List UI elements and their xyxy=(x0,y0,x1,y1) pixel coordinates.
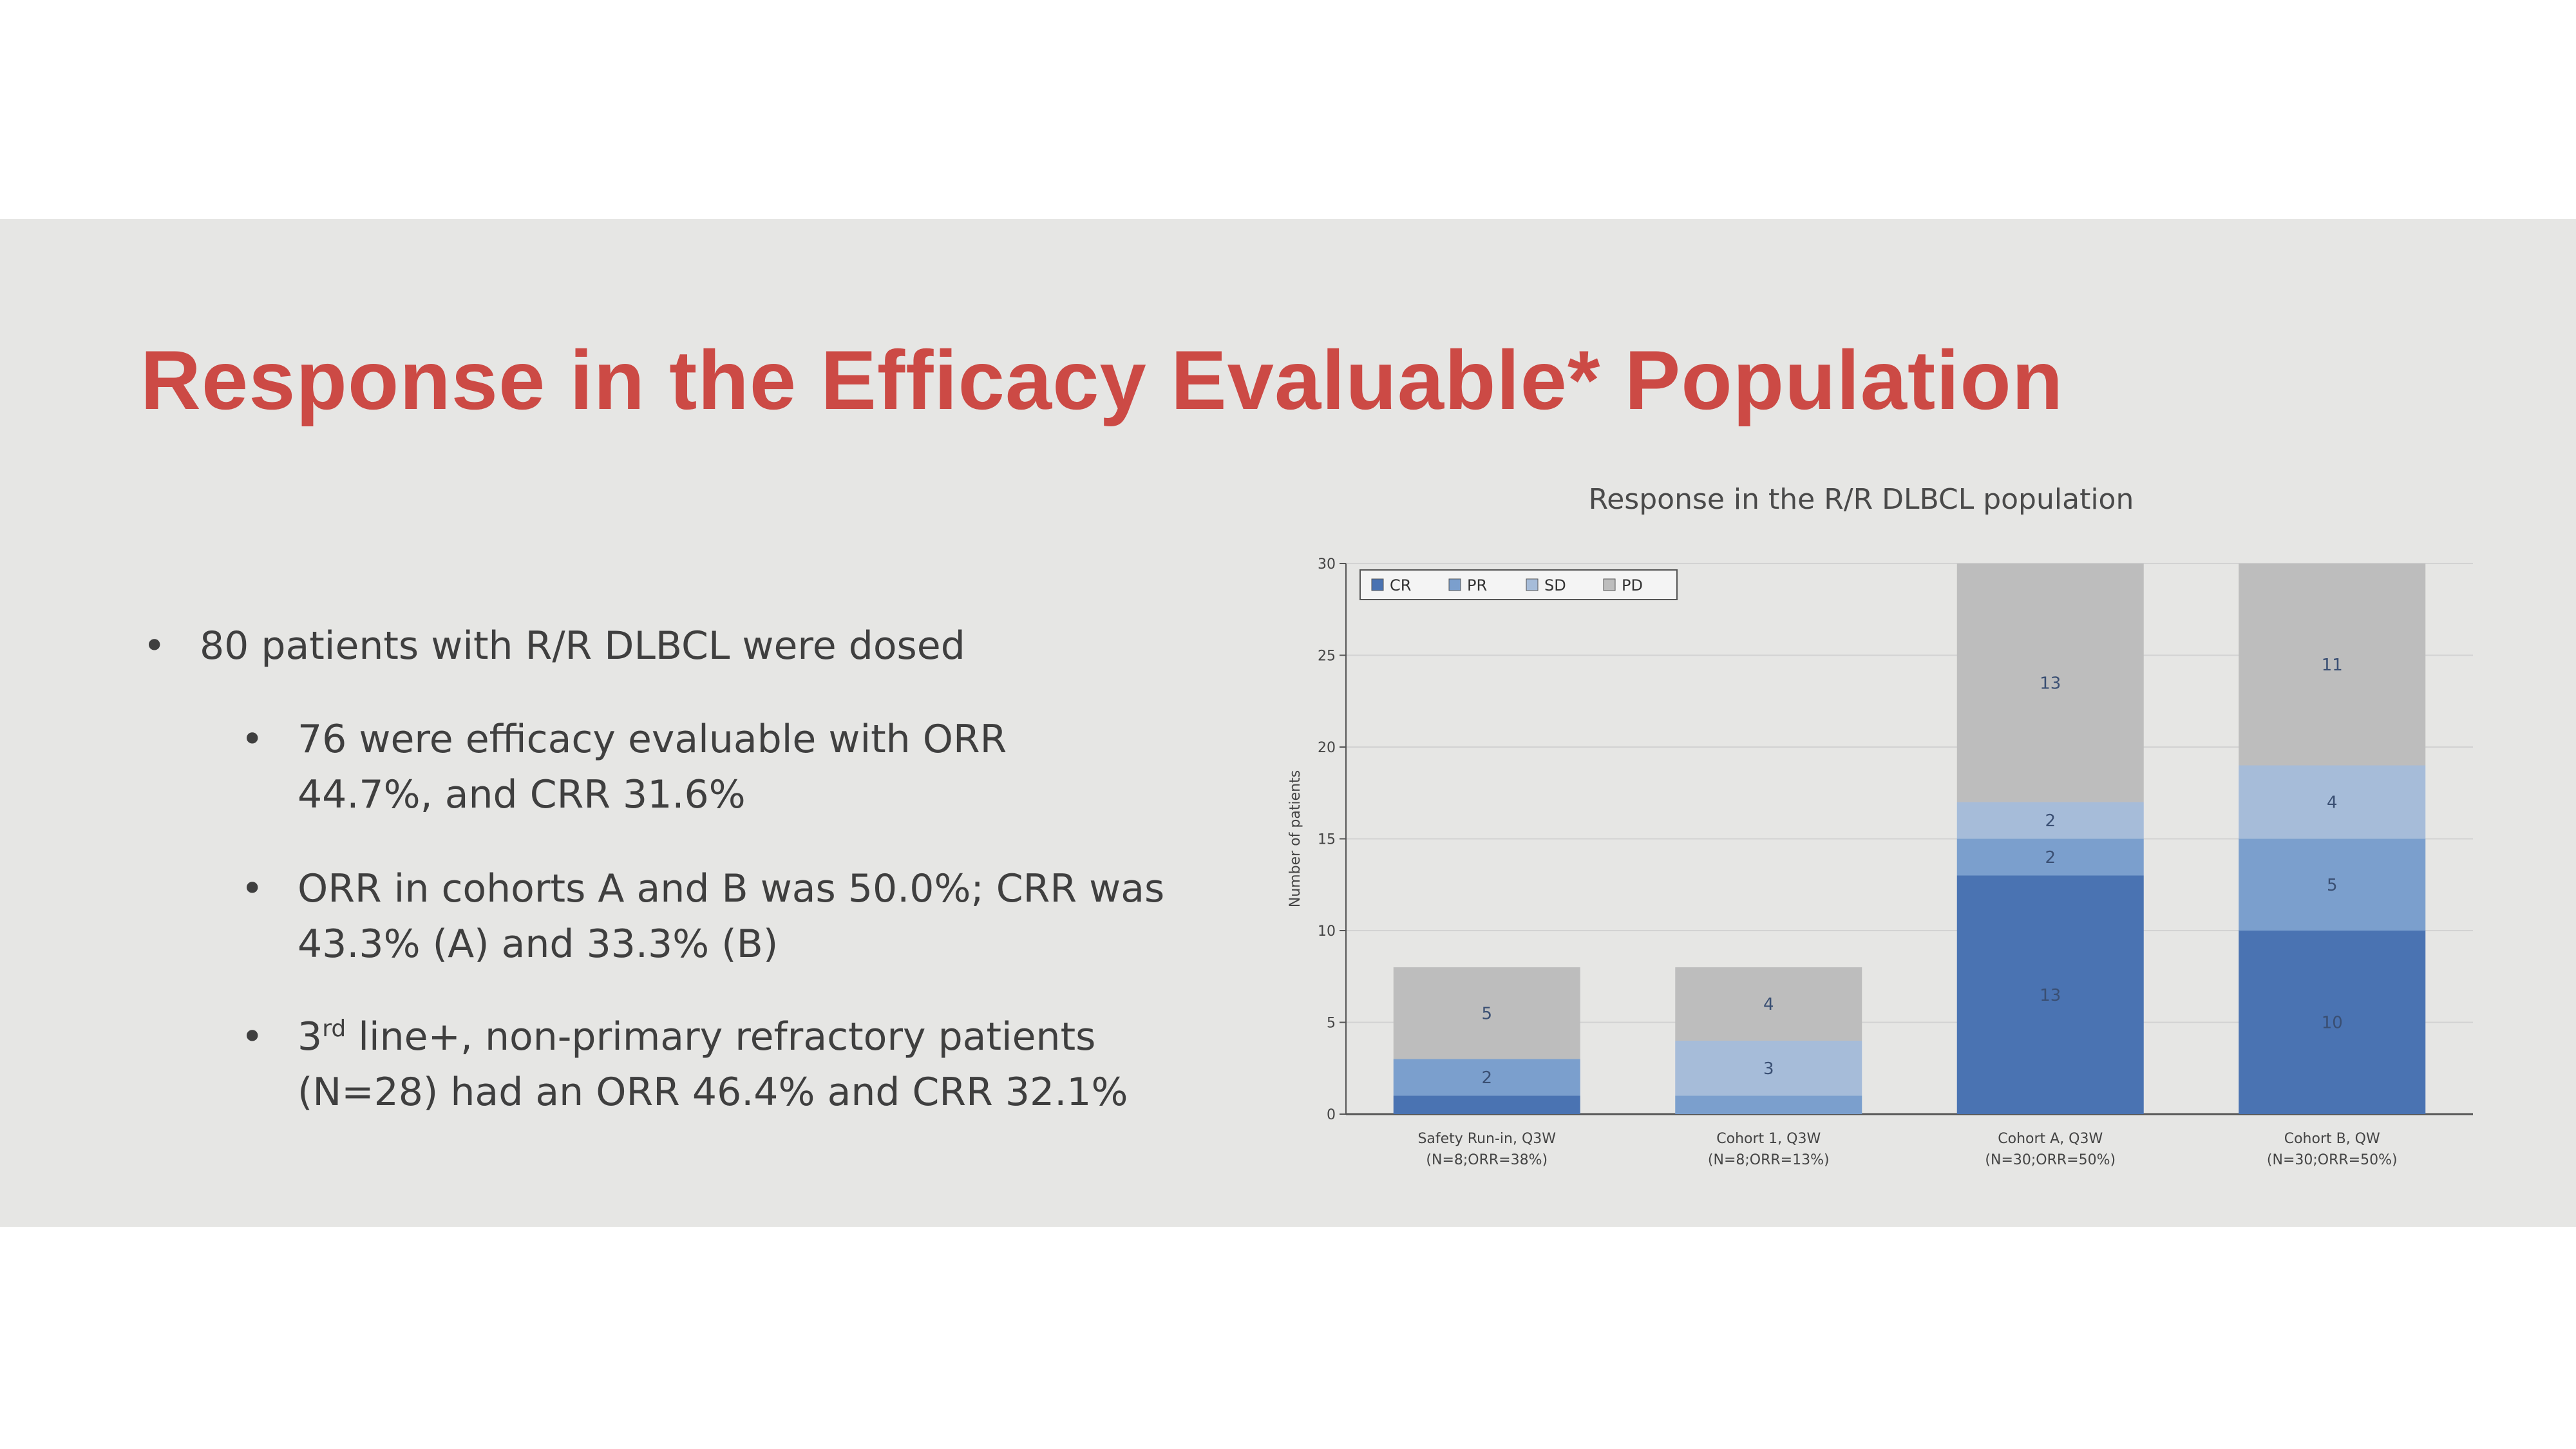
bar-pr-segment xyxy=(1393,1059,1580,1096)
data-label: 2 xyxy=(2045,848,2056,867)
legend-entry: PD xyxy=(1622,576,1643,594)
bar-sd-segment xyxy=(1956,802,2144,839)
x-tick-sublabel: (N=30;ORR=50%) xyxy=(1985,1152,2116,1168)
bullet-item: • 76 were efficacy evaluable with ORR 44… xyxy=(241,712,1007,822)
chart-title: Response in the R/R DLBCL population xyxy=(1589,483,2134,516)
legend-swatch xyxy=(1526,578,1539,591)
slide: Response in the Efficacy Evaluable* Popu… xyxy=(0,219,2576,1227)
data-label: 2 xyxy=(2045,811,2056,831)
bullet-item: • 80 patients with R/R DLBCL were dosed xyxy=(143,618,965,674)
bullet-text: 76 were efficacy evaluable with ORR xyxy=(298,717,1007,762)
bullet-text: 80 patients with R/R DLBCL were dosed xyxy=(200,623,965,668)
bullet-dot-icon: • xyxy=(241,1014,264,1059)
bullet-text: 43.3% (A) and 33.3% (B) xyxy=(298,922,779,967)
bullet-item: • 3rd line+, non-primary refractory pati… xyxy=(241,1009,1128,1120)
data-label: 5 xyxy=(2327,876,2338,895)
legend-swatch xyxy=(1448,578,1461,591)
bar-cr-segment xyxy=(2239,931,2426,1114)
bullet-dot-icon: • xyxy=(241,866,264,911)
stacked-bar-chart: Response in the R/R DLBCL population 0 5 1… xyxy=(1287,483,2473,1168)
x-tick-sublabel: (N=8;ORR=13%) xyxy=(1708,1152,1830,1168)
legend-entry: CR xyxy=(1390,576,1411,594)
bullet-dot-icon: • xyxy=(241,717,264,762)
y-tick-label: 30 xyxy=(1318,556,1336,573)
x-tick-sublabel: (N=30;ORR=50%) xyxy=(2267,1152,2398,1168)
data-label: 13 xyxy=(2040,674,2061,693)
bar-sd-segment xyxy=(1675,1041,1862,1096)
x-tick-label: Safety Run-in, Q3W xyxy=(1417,1131,1556,1147)
legend-swatch xyxy=(1371,578,1384,591)
bar-pd-segment xyxy=(1393,967,1580,1059)
x-tick-label: Cohort A, Q3W xyxy=(1998,1131,2103,1147)
y-tick-label: 15 xyxy=(1318,832,1336,848)
y-tick-label: 0 xyxy=(1327,1107,1336,1123)
data-label: 4 xyxy=(2327,793,2338,813)
data-label: 4 xyxy=(1763,995,1774,1014)
y-tick-label: 25 xyxy=(1318,649,1336,665)
bullet-dot-icon: • xyxy=(143,623,166,668)
bullet-text: (N=28) had an ORR 46.4% and CRR 32.1% xyxy=(298,1070,1128,1115)
legend-entry: SD xyxy=(1544,576,1566,594)
bullet-text: 3rd line+, non-primary refractory patien… xyxy=(298,1014,1096,1059)
bullet-text: ORR in cohorts A and B was 50.0%; CRR wa… xyxy=(298,866,1165,911)
x-tick-sublabel: (N=8;ORR=38%) xyxy=(1426,1152,1548,1168)
y-tick-label: 20 xyxy=(1318,740,1336,756)
bar-sd-segment xyxy=(2239,765,2426,839)
bar-pr-segment xyxy=(1956,838,2144,876)
bar-pr-segment xyxy=(1675,1095,1862,1114)
x-tick-label: Cohort B, QW xyxy=(2284,1131,2380,1147)
data-label: 13 xyxy=(2040,986,2061,1005)
data-label: 3 xyxy=(1763,1059,1774,1079)
data-label: 10 xyxy=(2322,1014,2343,1033)
y-tick-label: 5 xyxy=(1327,1016,1336,1032)
slide-title: Response in the Efficacy Evaluable* Popu… xyxy=(140,333,2064,427)
legend-swatch xyxy=(1603,578,1616,591)
bullet-text: 44.7%, and CRR 31.6% xyxy=(298,772,746,817)
data-label: 2 xyxy=(1481,1068,1492,1088)
x-axis: Safety Run-in, Q3W (N=8;ORR=38%) Cohort 1,… xyxy=(1417,1131,2397,1168)
bar-pd-segment xyxy=(1956,564,2144,802)
data-label: 11 xyxy=(2322,656,2343,675)
bar-pr-segment xyxy=(2239,838,2426,931)
y-axis-label: Number of patients xyxy=(1287,770,1303,907)
bar-cr-segment xyxy=(1956,875,2144,1114)
bar-cr-segment xyxy=(1393,1095,1580,1114)
legend-entry: PR xyxy=(1467,576,1487,594)
chart-legend: CR PR SD PD xyxy=(1359,569,1678,600)
y-tick-label: 10 xyxy=(1318,923,1336,940)
x-tick-label: Cohort 1, Q3W xyxy=(1716,1131,1821,1147)
data-label: 5 xyxy=(1481,1004,1492,1023)
bar-pd-segment xyxy=(1675,967,1862,1041)
bar-pd-segment xyxy=(2239,564,2426,766)
bullet-item: • ORR in cohorts A and B was 50.0%; CRR … xyxy=(241,861,1165,972)
legend-box xyxy=(1359,569,1678,600)
